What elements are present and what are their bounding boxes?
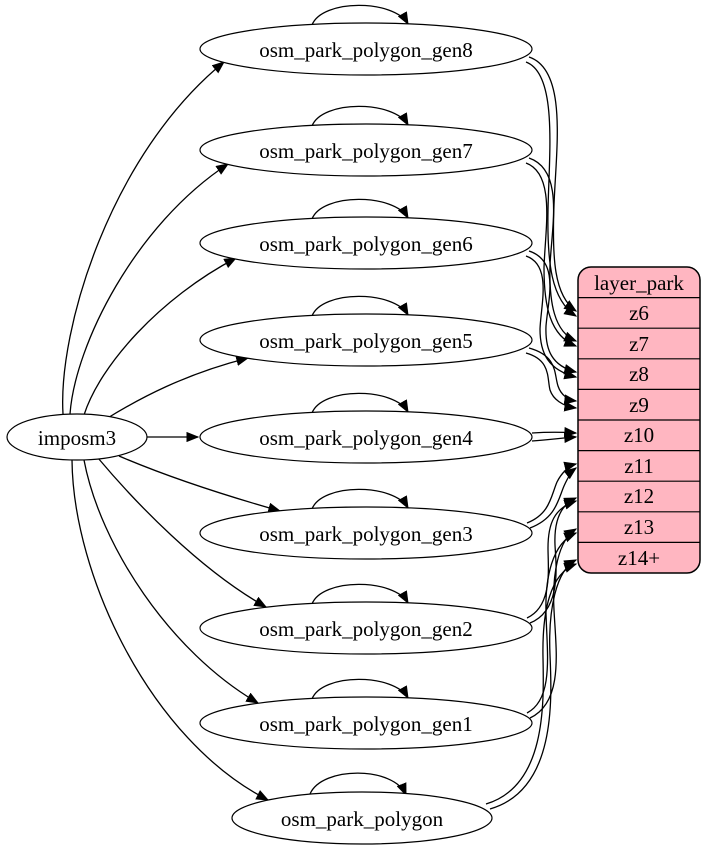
node-osm-park-polygon-gen6: osm_park_polygon_gen6 <box>199 216 533 270</box>
edge-imposm3-to-gen1 <box>83 459 260 704</box>
gen5-label: osm_park_polygon_gen5 <box>259 329 472 353</box>
layer-park-row-z9: z9 <box>629 393 649 417</box>
gen7-ellipse <box>199 123 533 177</box>
layer-park-row-z14: z14+ <box>618 546 660 570</box>
edge-gen5-to-z9-b <box>525 352 578 412</box>
edge-gen8-to-z6-b <box>525 61 578 317</box>
edge-imposm3-to-polygon <box>71 459 270 801</box>
polygon-label: osm_park_polygon <box>281 807 444 831</box>
edge-gen1-to-z13-b <box>526 532 578 714</box>
node-osm-park-polygon-gen2: osm_park_polygon_gen2 <box>199 601 533 655</box>
self-loop-gen8 <box>311 4 409 26</box>
gen1-ellipse <box>199 696 533 750</box>
edge-imposm3-to-gen5 <box>105 355 250 420</box>
gen5-ellipse <box>199 313 533 367</box>
self-loop-gen4 <box>311 392 409 414</box>
node-osm-park-polygon-gen7: osm_park_polygon_gen7 <box>199 123 533 177</box>
node-osm-park-polygon-gen4: osm_park_polygon_gen4 <box>199 410 533 464</box>
edge-gen8-to-z6-a <box>528 56 578 312</box>
self-loop-gen1 <box>311 678 409 700</box>
layer-park-row-z7: z7 <box>629 332 649 356</box>
edge-gen4-to-z10-b <box>531 432 578 444</box>
layer-park-row-z10: z10 <box>624 423 654 447</box>
node-layer-park: layer_park z6 z7 z8 z9 z10 z11 z12 z13 z… <box>577 266 701 574</box>
self-loop-gen3 <box>311 488 409 510</box>
gen3-label: osm_park_polygon_gen3 <box>259 522 472 546</box>
layer-park-row-z6: z6 <box>629 301 649 325</box>
edge-gen5-to-z9-a <box>528 347 578 405</box>
self-loops <box>309 4 409 797</box>
node-imposm3: imposm3 <box>6 413 148 461</box>
gen2-ellipse <box>199 601 533 655</box>
edge-gen2-to-z12-b <box>526 499 578 619</box>
edge-imposm3-to-gen8 <box>62 61 226 415</box>
self-loop-polygon <box>309 772 407 797</box>
imposm3-label: imposm3 <box>38 426 116 450</box>
edge-imposm3-to-gen3 <box>118 455 282 513</box>
edge-polygon-to-z14-b <box>485 562 578 805</box>
edge-gen4-to-z10-a <box>531 426 578 438</box>
edges-source-to-tables <box>62 61 282 801</box>
edge-gen3-to-z11-b <box>526 461 578 524</box>
gen6-label: osm_park_polygon_gen6 <box>259 232 472 256</box>
layer-park-row-z13: z13 <box>624 515 654 539</box>
polygon-ellipse <box>231 791 493 845</box>
layer-park-row-z8: z8 <box>629 362 649 386</box>
edge-gen1-to-z13-a <box>529 528 578 719</box>
gen4-ellipse <box>199 410 533 464</box>
layer-park-title: layer_park <box>594 271 684 295</box>
node-osm-park-polygon-gen5: osm_park_polygon_gen5 <box>199 313 533 367</box>
node-osm-park-polygon: osm_park_polygon <box>231 791 493 845</box>
gen8-label: osm_park_polygon_gen8 <box>259 38 472 62</box>
gen1-label: osm_park_polygon_gen1 <box>259 712 472 736</box>
imposm3-ellipse <box>6 413 148 461</box>
edge-gen6-to-z8-a <box>528 250 578 375</box>
self-loop-gen7 <box>311 105 409 127</box>
node-osm-park-polygon-gen8: osm_park_polygon_gen8 <box>199 22 533 76</box>
gen3-ellipse <box>199 506 533 560</box>
gen4-label: osm_park_polygon_gen4 <box>259 426 473 450</box>
self-loop-gen2 <box>311 583 409 605</box>
layer-park-row-z12: z12 <box>624 484 654 508</box>
gen7-label: osm_park_polygon_gen7 <box>259 139 472 163</box>
edges-tables-to-layer <box>485 56 578 810</box>
edge-polygon-to-z14-a <box>489 559 578 810</box>
gen2-label: osm_park_polygon_gen2 <box>259 617 472 641</box>
node-osm-park-polygon-gen3: osm_park_polygon_gen3 <box>199 506 533 560</box>
edge-imposm3-to-gen7 <box>69 163 230 415</box>
edge-imposm3-to-gen2 <box>97 457 268 608</box>
edge-imposm3-to-gen6 <box>83 257 238 416</box>
layer-park-row-z11: z11 <box>624 454 654 478</box>
self-loop-gen5 <box>311 295 409 317</box>
node-osm-park-polygon-gen1: osm_park_polygon_gen1 <box>199 696 533 750</box>
edge-gen7-to-z7-b <box>525 162 578 347</box>
edge-gen6-to-z8-b <box>525 255 578 380</box>
self-loop-gen6 <box>311 198 409 220</box>
gen6-ellipse <box>199 216 533 270</box>
edge-gen7-to-z7-a <box>528 157 578 342</box>
gen8-ellipse <box>199 22 533 76</box>
